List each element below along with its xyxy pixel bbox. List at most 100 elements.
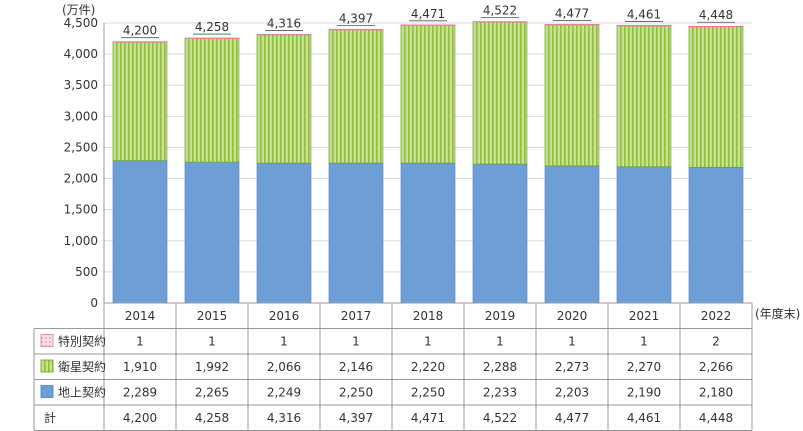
data-label: 2,266 xyxy=(699,360,733,374)
data-label: 4,316 xyxy=(267,411,301,425)
bar-segment xyxy=(400,162,456,304)
data-label: 1 xyxy=(568,335,576,349)
x-tick-label: 2020 xyxy=(557,309,588,323)
legend-swatch xyxy=(40,359,54,373)
data-label: 1 xyxy=(280,335,288,349)
data-label: 4,471 xyxy=(411,411,445,425)
bar-segment xyxy=(328,29,384,31)
y-tick-label: 4,000 xyxy=(64,47,98,61)
x-tick-label: 2021 xyxy=(629,309,660,323)
bar-segment xyxy=(472,21,528,165)
bar-segment xyxy=(400,24,456,26)
data-label: 2,146 xyxy=(339,360,373,374)
total-label: 4,316 xyxy=(267,16,301,30)
y-tick-label: 3,500 xyxy=(64,78,98,92)
bar-segment xyxy=(184,37,240,163)
legend-swatch xyxy=(40,385,54,398)
data-label: 4,397 xyxy=(339,411,373,425)
y-tick-label: 3,000 xyxy=(64,109,98,123)
legend-label: 地上契約 xyxy=(58,385,106,400)
data-label: 2,203 xyxy=(555,386,589,400)
data-label: 1 xyxy=(424,335,432,349)
legend-label: 特別契約 xyxy=(58,334,106,349)
bar-segment xyxy=(112,41,168,161)
data-label: 4,522 xyxy=(483,411,517,425)
y-tick-label: 500 xyxy=(75,265,98,279)
data-label: 1 xyxy=(208,335,216,349)
y-unit-label: (万件) xyxy=(62,3,95,17)
bar-segment xyxy=(616,166,672,304)
bar-segment xyxy=(616,25,672,168)
total-label: 4,461 xyxy=(627,7,661,21)
data-label: 2,190 xyxy=(627,386,661,400)
x-tick-label: 2014 xyxy=(125,309,156,323)
data-label: 1 xyxy=(136,335,144,349)
bar-segment xyxy=(256,162,312,304)
bar-segment xyxy=(184,161,240,304)
total-label: 4,522 xyxy=(483,4,517,18)
y-tick-label: 0 xyxy=(90,296,98,310)
x-tick-label: 2019 xyxy=(485,309,516,323)
data-label: 1,992 xyxy=(195,360,229,374)
data-label: 2,249 xyxy=(267,386,301,400)
y-tick-label: 4,500 xyxy=(64,16,98,30)
data-label: 2,288 xyxy=(483,360,517,374)
bar-segment xyxy=(544,24,600,26)
data-label: 4,448 xyxy=(699,411,733,425)
data-label: 2,273 xyxy=(555,360,589,374)
bar-segment xyxy=(544,165,600,304)
bar-segment xyxy=(472,21,528,23)
bars xyxy=(112,21,744,304)
data-table: 2014 2015 2016 2017 2018 2019 2020 2021 2022 特別契約… xyxy=(33,302,753,431)
y-tick-label: 1,000 xyxy=(64,234,98,248)
y-tick-label: 1,500 xyxy=(64,203,98,217)
x-tick-label: 2015 xyxy=(197,309,228,323)
data-label: 1 xyxy=(352,335,360,349)
bar-segment xyxy=(256,34,312,164)
legend-label: 衛星契約 xyxy=(58,359,106,374)
x-tick-label: 2017 xyxy=(341,309,372,323)
bar-segment xyxy=(184,37,240,39)
data-label: 4,461 xyxy=(627,411,661,425)
data-label: 2,270 xyxy=(627,360,661,374)
y-axis: 0 500 1,000 1,500 2,000 2,500 3,000 3,500 4,000 4… xyxy=(64,16,105,310)
bar-segment xyxy=(688,25,744,28)
bar-segment xyxy=(112,41,168,43)
total-label: 4,448 xyxy=(699,8,733,22)
total-label: 4,258 xyxy=(195,20,229,34)
x-tick-label: 2018 xyxy=(413,309,444,323)
data-label: 2,265 xyxy=(195,386,229,400)
bar-segment xyxy=(400,24,456,164)
bar-segment xyxy=(112,160,168,304)
data-label: 2,233 xyxy=(483,386,517,400)
x-tick-label: 2016 xyxy=(269,309,300,323)
data-label: 2,066 xyxy=(267,360,301,374)
data-label: 2,180 xyxy=(699,386,733,400)
y-tick-label: 2,500 xyxy=(64,140,98,154)
bar-segment xyxy=(616,25,672,27)
data-label: 1 xyxy=(640,335,648,349)
bar-segment xyxy=(328,162,384,304)
data-label: 4,477 xyxy=(555,411,589,425)
total-label: 4,471 xyxy=(411,7,445,21)
data-label: 1 xyxy=(496,335,504,349)
bar-segment xyxy=(544,24,600,167)
period-label: (年度末) xyxy=(755,306,800,321)
total-label: 4,200 xyxy=(123,24,157,38)
data-label: 2,250 xyxy=(339,386,373,400)
bar-segment xyxy=(688,167,744,304)
legend-swatch xyxy=(40,334,54,347)
data-label: 4,258 xyxy=(195,411,229,425)
total-label: 4,397 xyxy=(339,11,373,25)
bar-segment xyxy=(328,29,384,164)
bar-segment xyxy=(256,34,312,36)
total-row-label: 計 xyxy=(44,410,56,425)
data-label: 2,220 xyxy=(411,360,445,374)
data-label: 2 xyxy=(712,335,720,349)
data-label: 1,910 xyxy=(123,360,157,374)
bar-segment xyxy=(472,163,528,304)
total-labels: 4,200 4,258 4,316 4,397 4,471 4,522 4,477 4,461… xyxy=(121,4,735,39)
data-label: 2,289 xyxy=(123,386,157,400)
x-tick-label: 2022 xyxy=(701,309,732,323)
